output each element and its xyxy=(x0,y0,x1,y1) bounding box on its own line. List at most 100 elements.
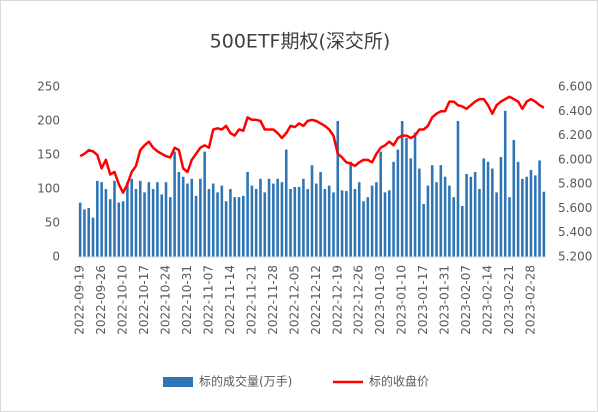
bar xyxy=(405,138,408,257)
x-tick-label: 2022-12-05 xyxy=(287,265,301,335)
x-tick-label: 2022-10-31 xyxy=(180,265,194,335)
bar xyxy=(387,190,391,257)
bar xyxy=(190,178,194,257)
bar xyxy=(512,140,516,257)
bar xyxy=(362,201,365,257)
bar xyxy=(104,189,108,257)
y-tick-label: 250 xyxy=(37,80,60,94)
y-tick-label: 0 xyxy=(52,250,60,264)
bar xyxy=(151,189,155,257)
y2-tick-label: 6.600 xyxy=(558,80,592,94)
bar xyxy=(113,180,116,257)
bar xyxy=(418,168,421,257)
bar xyxy=(138,180,142,257)
bar xyxy=(538,160,541,257)
x-tick-label: 2022-10-17 xyxy=(137,265,151,335)
bar xyxy=(164,182,168,257)
bar xyxy=(173,151,176,257)
x-tick-label: 2023-02-07 xyxy=(459,265,473,335)
bar xyxy=(525,176,528,257)
bar xyxy=(100,182,103,257)
x-tick-label: 2023-01-17 xyxy=(416,265,430,335)
bar xyxy=(297,186,301,257)
y2-tick-label: 5.600 xyxy=(558,201,592,215)
bar xyxy=(194,195,198,257)
bar xyxy=(83,209,86,257)
bar xyxy=(289,189,292,257)
x-tick-label: 2022-10-24 xyxy=(159,265,173,335)
x-tick-label: 2023-02-14 xyxy=(481,265,495,335)
y2-tick-label: 6.200 xyxy=(558,128,592,142)
bar xyxy=(134,189,138,257)
legend-label: 标的成交量(万手) xyxy=(199,374,292,389)
bar xyxy=(439,165,443,257)
bar xyxy=(302,178,305,257)
bar xyxy=(272,183,275,257)
bar xyxy=(495,192,498,257)
bar xyxy=(143,192,146,257)
bar xyxy=(315,183,318,257)
bar xyxy=(169,197,172,257)
bar xyxy=(366,197,370,257)
bar xyxy=(349,161,352,257)
x-tick-label: 2022-11-28 xyxy=(266,265,280,335)
bar xyxy=(284,149,288,257)
bar xyxy=(521,178,524,257)
bar xyxy=(233,197,237,257)
x-tick-label: 2022-09-26 xyxy=(94,265,108,335)
y-tick-label: 200 xyxy=(37,114,60,128)
bar xyxy=(452,197,455,257)
bar xyxy=(503,110,507,257)
bar xyxy=(529,169,533,257)
bar xyxy=(203,151,206,257)
bar xyxy=(108,199,112,257)
bar xyxy=(237,197,241,257)
bar xyxy=(383,192,387,257)
bar xyxy=(121,201,125,257)
bar xyxy=(207,189,211,257)
bar xyxy=(216,192,219,257)
bar xyxy=(370,185,374,257)
bar xyxy=(310,165,314,257)
bar xyxy=(280,182,284,257)
y2-tick-label: 5.800 xyxy=(558,177,592,191)
bar xyxy=(422,203,425,257)
bar xyxy=(78,202,82,257)
legend-label: 标的收盘价 xyxy=(369,374,429,389)
bar xyxy=(96,180,99,257)
x-tick-label: 2022-12-26 xyxy=(352,265,366,335)
y2-tick-label: 6.000 xyxy=(558,152,592,166)
chart-title: 500ETF期权(深交所) xyxy=(210,31,391,53)
bar xyxy=(177,172,181,257)
x-tick-label: 2023-01-31 xyxy=(438,265,452,335)
bar xyxy=(340,190,344,257)
bar xyxy=(473,172,477,257)
bar xyxy=(499,157,503,257)
bar xyxy=(456,121,460,257)
line xyxy=(79,95,545,194)
bar xyxy=(357,182,361,257)
bar xyxy=(246,172,249,257)
bar xyxy=(259,178,262,257)
bar xyxy=(478,189,481,257)
x-tick-label: 2022-12-12 xyxy=(309,265,323,335)
bar xyxy=(199,178,202,257)
y2-tick-label: 5.400 xyxy=(558,225,592,239)
bar xyxy=(229,189,232,257)
bar xyxy=(160,194,164,257)
bar xyxy=(448,185,451,257)
bar xyxy=(465,174,468,257)
x-tick-label: 2023-02-28 xyxy=(523,265,537,335)
x-tick-label: 2023-01-10 xyxy=(395,265,409,335)
bar xyxy=(211,183,215,257)
bar xyxy=(426,185,430,257)
bar xyxy=(130,178,133,257)
bar xyxy=(460,206,464,257)
bar xyxy=(409,158,413,257)
bar xyxy=(375,182,378,257)
bar xyxy=(250,185,254,257)
bar xyxy=(293,186,297,257)
bar xyxy=(254,189,258,257)
bar xyxy=(443,176,447,257)
